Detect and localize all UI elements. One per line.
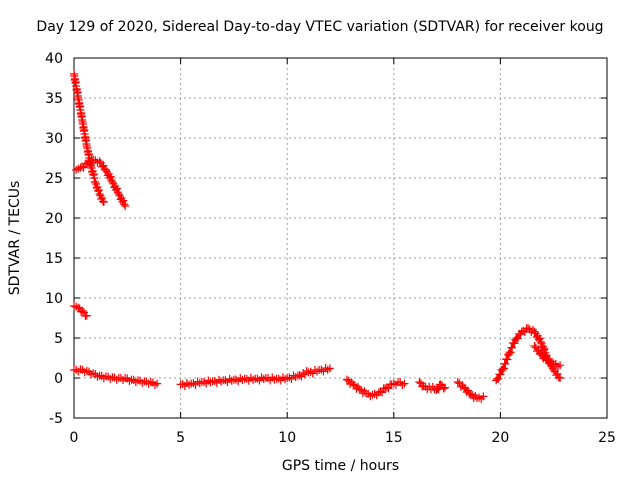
x-tick-label: 15 <box>385 430 403 446</box>
y-tick-label: 5 <box>54 331 63 347</box>
y-axis-label: SDTVAR / TECUs <box>7 181 23 296</box>
series-arc-d <box>70 365 161 389</box>
data-point <box>153 380 161 388</box>
data-point <box>400 380 408 388</box>
data-track <box>88 164 99 186</box>
data-track <box>79 120 91 148</box>
series-arc-h <box>454 378 488 403</box>
data-track <box>70 72 82 100</box>
data-track <box>383 380 394 392</box>
series-arc-e <box>177 364 334 390</box>
y-tick-label: -5 <box>49 411 63 427</box>
x-tick-label: 20 <box>491 430 509 446</box>
y-tick-label: 15 <box>45 251 63 267</box>
data-track <box>72 303 80 311</box>
x-tick-label: 0 <box>70 430 79 446</box>
series-arc-c <box>70 302 91 320</box>
y-tick-label: 10 <box>45 291 63 307</box>
y-tick-label: 20 <box>45 211 63 227</box>
x-tick-label: 25 <box>598 430 616 446</box>
series-arc-i <box>492 324 564 384</box>
axis-ticks: 0 5 10 15 20 25 -5 0 5 10 15 20 25 30 35 40 <box>45 51 616 446</box>
data-point <box>556 361 564 369</box>
y-tick-label: 0 <box>54 371 63 387</box>
sdtvar-chart: 0 5 10 15 20 25 -5 0 5 10 15 20 25 30 35 40 GPS time / … <box>0 0 640 480</box>
x-tick-label: 10 <box>278 430 296 446</box>
data-track <box>351 382 362 393</box>
y-tick-label: 30 <box>45 131 63 147</box>
y-tick-label: 35 <box>45 91 63 107</box>
data-track <box>357 386 368 397</box>
x-axis-label: GPS time / hours <box>282 458 399 474</box>
series-arc-g <box>415 378 449 394</box>
data-points <box>70 70 564 403</box>
plot-frame <box>74 58 607 418</box>
data-point <box>91 178 99 186</box>
grid-lines <box>74 58 607 418</box>
x-tick-label: 5 <box>176 430 185 446</box>
y-tick-label: 40 <box>45 51 63 67</box>
series-arc-f <box>343 376 409 401</box>
data-track <box>75 96 87 124</box>
y-tick-label: 25 <box>45 171 63 187</box>
